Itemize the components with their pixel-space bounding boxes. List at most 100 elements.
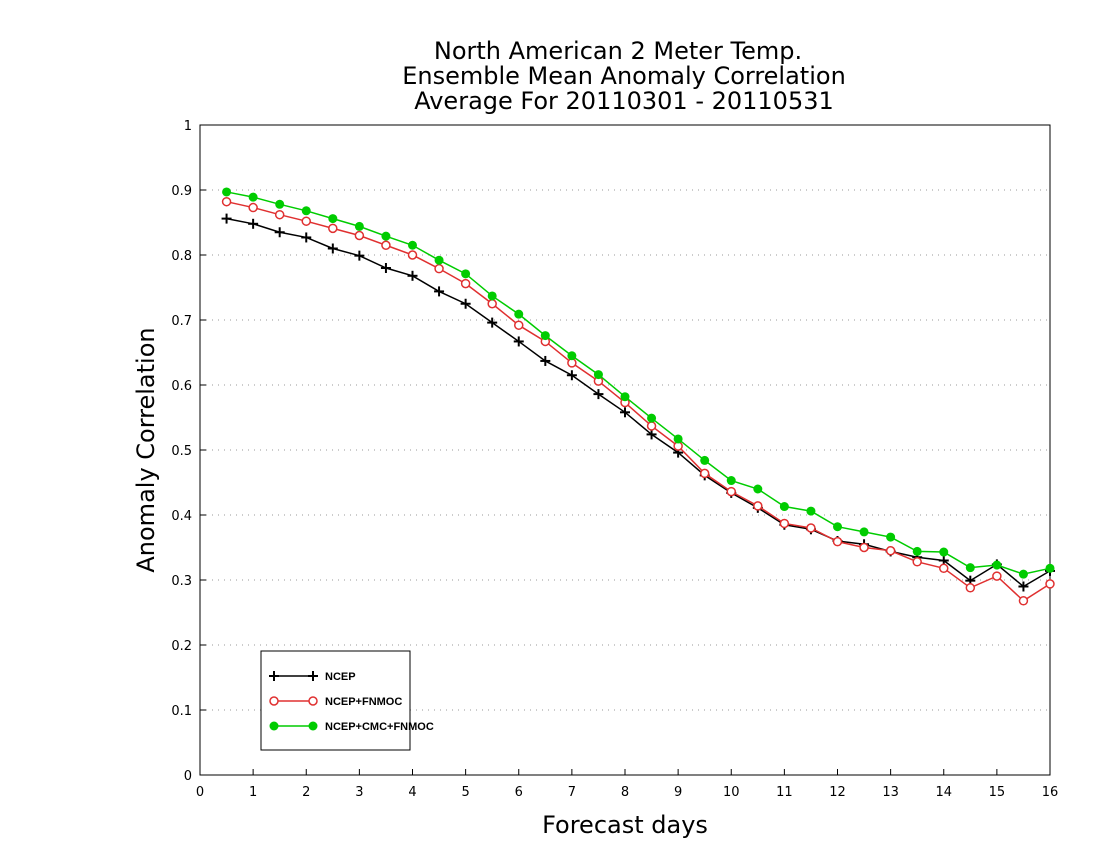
series-0-point-16: [646, 429, 657, 440]
legend-marker-1-b: [308, 696, 318, 706]
y-tick-label-1: 0.1: [171, 704, 192, 719]
series-1-point-10: [487, 299, 497, 309]
series-1-point-5: [354, 230, 365, 241]
series-1-point-9: [460, 278, 471, 289]
series-0-point-15: [620, 407, 630, 418]
y-tick-label-2: 0.2: [171, 639, 192, 654]
series-line-0: [226, 217, 1051, 588]
legend-marker-2-a: [269, 721, 279, 731]
series-0-point-11: [513, 336, 524, 347]
x-tick-label-2: 2: [302, 785, 310, 800]
legend-marker-0-b: [308, 671, 318, 681]
series-2-point-17: [673, 434, 683, 444]
x-tick-label-1: 1: [249, 785, 257, 800]
x-tick-label-16: 16: [1042, 785, 1059, 800]
chart-title: North American 2 Meter Temp. Ensemble Me…: [402, 37, 846, 115]
series-1-point-21: [779, 518, 790, 529]
title-line-3: Average For 20110301 - 20110531: [414, 87, 834, 115]
series-0-point-5: [354, 250, 365, 261]
series-1-point-0: [221, 196, 232, 207]
series-1-point-6: [381, 240, 391, 250]
x-tick-label-8: 8: [621, 785, 629, 800]
y-tick-label-0: 0: [184, 769, 192, 784]
y-tick-label-7: 0.7: [171, 314, 192, 329]
series-2-point-9: [461, 269, 471, 279]
series-0-point-10: [487, 317, 498, 328]
series-2-point-11: [514, 309, 524, 319]
series-1-point-31: [1045, 579, 1055, 589]
x-tick-label-5: 5: [461, 785, 469, 800]
series-0-point-7: [407, 270, 418, 281]
series-2-point-2: [275, 199, 285, 209]
series-2-point-6: [381, 231, 391, 241]
series-1-point-3: [301, 216, 311, 226]
series-1: [221, 196, 1055, 606]
series-0-point-8: [434, 286, 445, 297]
series-0-point-12: [540, 355, 551, 366]
series-0-point-9: [460, 298, 471, 309]
series-0-point-13: [566, 370, 577, 381]
series-0-point-30: [1018, 581, 1029, 592]
series-2-point-25: [886, 532, 896, 542]
y-tick-label-5: 0.5: [171, 444, 192, 459]
y-tick-label-4: 0.4: [171, 509, 192, 524]
series-2-point-7: [408, 240, 417, 250]
series-2-point-31: [1045, 563, 1055, 573]
y-tick-label-9: 0.9: [171, 184, 192, 199]
series-line-2: [226, 191, 1051, 575]
series-2-point-22: [806, 506, 816, 516]
series-0-point-1: [248, 218, 259, 229]
x-tick-label-6: 6: [515, 785, 523, 800]
series-2-point-8: [434, 255, 444, 265]
series-0-point-0: [221, 213, 232, 224]
series-2-point-27: [939, 547, 949, 557]
axis-ticks: 0 1 2 3 4 5 6 7 8 9 10 11 12 13 14 15 1600.10.20.30.40.5…: [171, 119, 1058, 800]
y-tick-label-6: 0.6: [171, 379, 192, 394]
series-2-point-13: [567, 351, 577, 361]
series-1-point-23: [832, 536, 843, 547]
series-2-point-4: [328, 214, 338, 224]
series-1-point-27: [939, 563, 949, 574]
x-tick-label-14: 14: [935, 785, 952, 800]
series-0-point-2: [274, 227, 285, 238]
series-2-point-28: [965, 563, 975, 573]
series-2: [222, 187, 1055, 579]
legend: NCEP NCEP+FNMOC NCEP+CMC+FNMOC: [260, 650, 434, 751]
series-2-point-21: [779, 502, 789, 512]
legend-label-1: NCEP+FNMOC: [325, 696, 402, 708]
series-2-point-16: [647, 413, 657, 423]
title-line-2: Ensemble Mean Anomaly Correlation: [402, 62, 846, 90]
x-tick-label-3: 3: [355, 785, 363, 800]
x-tick-label-0: 0: [196, 785, 204, 800]
series-2-point-3: [301, 206, 311, 216]
series-2-point-30: [1018, 569, 1028, 579]
series-1-point-7: [407, 250, 418, 260]
series-1-point-22: [806, 523, 816, 533]
legend-label-2: NCEP+CMC+FNMOC: [325, 721, 434, 733]
series-0-point-14: [593, 389, 604, 400]
x-tick-label-15: 15: [989, 785, 1006, 800]
series-1-point-19: [726, 486, 736, 497]
series-1-point-24: [859, 542, 869, 553]
series-2-point-23: [833, 522, 842, 532]
series-1-point-28: [965, 583, 976, 593]
series-2-point-12: [540, 331, 550, 341]
x-tick-label-10: 10: [723, 785, 740, 800]
legend-marker-1-a: [269, 696, 279, 706]
series-lines: [221, 187, 1055, 606]
series-1-point-26: [912, 557, 922, 567]
series-0-point-3: [301, 232, 312, 243]
y-tick-label-3: 0.3: [171, 574, 192, 589]
y-tick-label-8: 0.8: [171, 249, 192, 264]
x-tick-label-9: 9: [674, 785, 682, 800]
series-2-point-14: [593, 370, 603, 380]
series-2-point-5: [354, 221, 364, 231]
series-0-point-4: [327, 243, 338, 254]
series-line-1: [226, 200, 1051, 602]
legend-label-0: NCEP: [325, 671, 356, 683]
series-0-point-6: [380, 263, 391, 273]
y-axis-title: Anomaly Correlation: [132, 327, 160, 572]
series-2-point-26: [912, 546, 922, 556]
series-2-point-29: [992, 560, 1002, 570]
